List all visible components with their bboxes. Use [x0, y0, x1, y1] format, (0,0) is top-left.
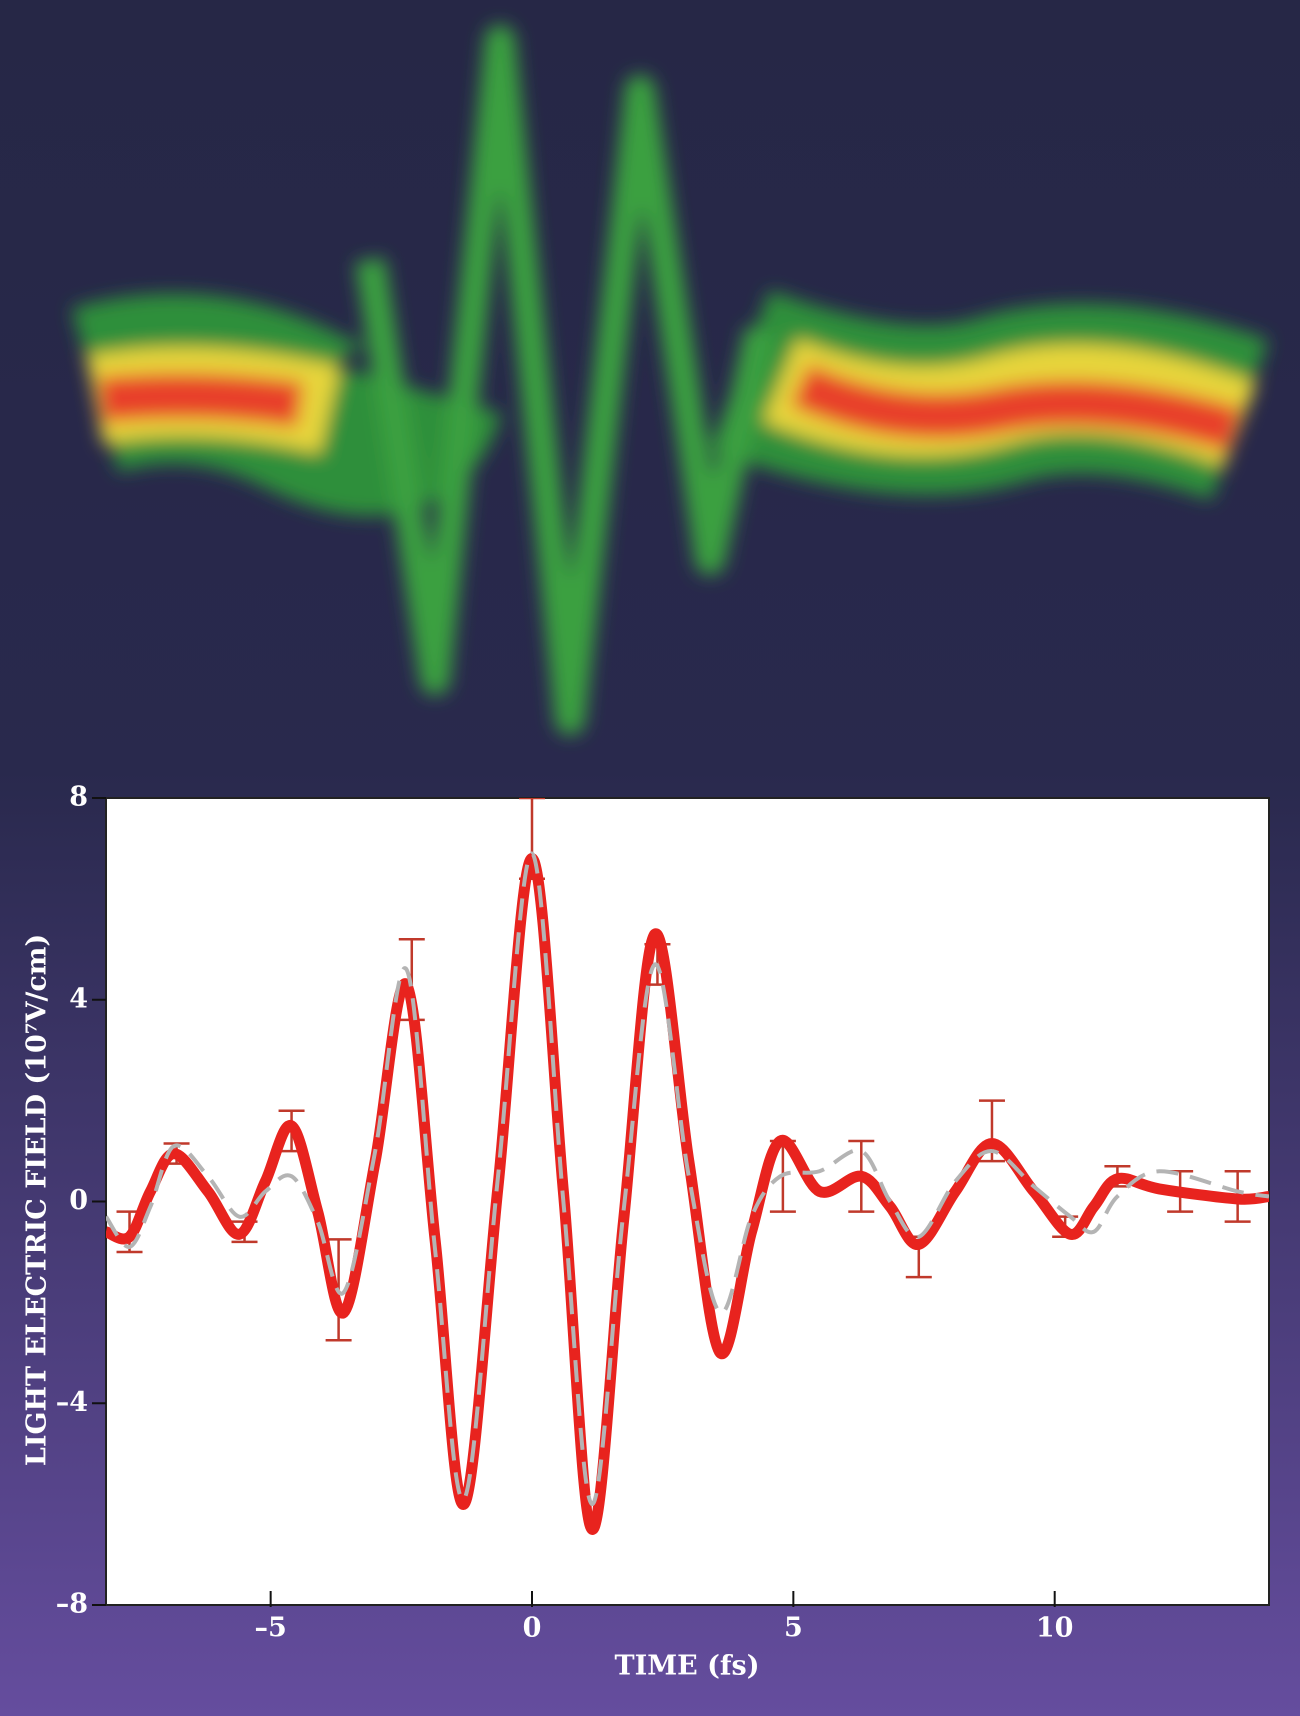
y-tick-label: –4: [56, 1387, 88, 1418]
x-axis-label: TIME (fs): [615, 1651, 760, 1682]
plot-area: [105, 797, 1270, 1606]
data-line: [106, 853, 1269, 1535]
x-tick-label: 10: [1036, 1613, 1074, 1644]
fit-line: [106, 851, 1269, 1507]
x-tick-label: –5: [255, 1613, 287, 1644]
x-tick-label: 5: [784, 1613, 803, 1644]
y-tick-label: 8: [69, 782, 88, 813]
y-tick-label: 4: [69, 983, 88, 1014]
x-tick-label: 0: [523, 1613, 542, 1644]
y-axis-label: LIGHT ELECTRIC FIELD (10⁷V/cm): [22, 934, 53, 1466]
streaking-image: [71, 25, 1269, 735]
y-tick-label: 0: [69, 1185, 88, 1216]
y-tick-label: –8: [56, 1589, 88, 1620]
